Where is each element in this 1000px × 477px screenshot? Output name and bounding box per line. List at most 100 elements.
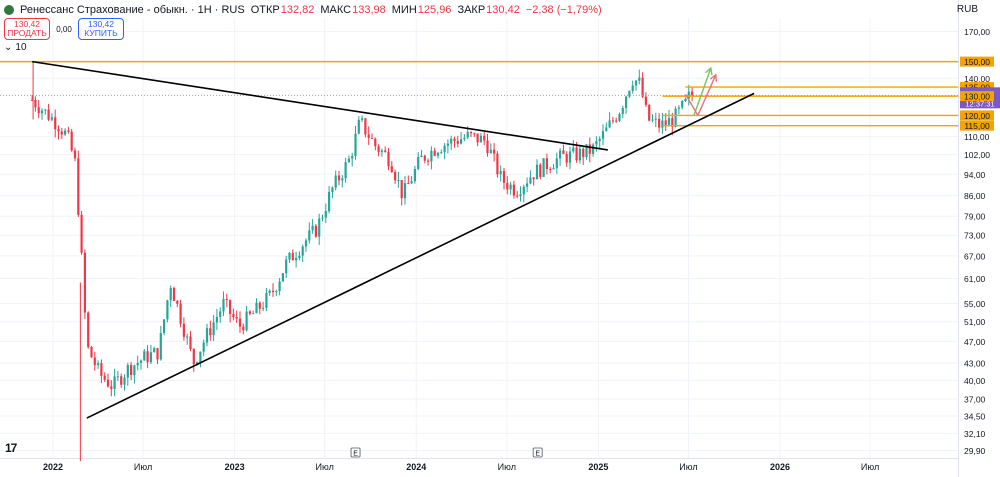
candle-body (351, 155, 354, 159)
candle-body (460, 139, 463, 144)
candle-body (420, 155, 423, 158)
candle-body (615, 120, 618, 122)
candle-body (621, 107, 624, 114)
candle-body (318, 218, 321, 237)
buy-label: КУПИТЬ (84, 28, 118, 38)
event-marker-label: E (535, 451, 540, 458)
candle-body (456, 141, 459, 144)
candle-body (209, 328, 212, 336)
candle-body (654, 118, 657, 120)
indicator-toggle[interactable]: ⌄ 10 (4, 42, 27, 53)
event-marker (532, 447, 543, 458)
candle-body (611, 120, 615, 122)
candle-body (281, 273, 285, 282)
candle-body (486, 140, 489, 154)
open-label: ОТКР (250, 4, 280, 16)
candle-body (440, 152, 443, 154)
candle-body (64, 130, 67, 135)
y-tick-label: 102,00 (964, 150, 990, 160)
candle-body (648, 104, 651, 121)
symbol-title[interactable]: Ренессанс Страхование - обыкн. · 1H · RU… (20, 4, 245, 16)
candle-body (674, 108, 677, 127)
candle-body (83, 252, 87, 313)
candle-body (532, 177, 535, 180)
candle-body (496, 153, 499, 175)
y-tick-label: 47,00 (964, 337, 986, 347)
candle-body (44, 109, 47, 111)
candle-body (407, 183, 410, 185)
candle-body (512, 184, 516, 196)
candle-body (334, 175, 337, 188)
candle-body (172, 288, 176, 301)
candle-body (50, 117, 54, 120)
candle-body (559, 150, 562, 159)
candle-body (308, 230, 311, 241)
level-badge (960, 91, 994, 102)
candle-body (186, 336, 189, 338)
candle-body (466, 131, 469, 138)
tradingview-logo-icon: 17 (5, 441, 17, 455)
candle-body (443, 145, 446, 153)
candle-body (588, 144, 591, 154)
candle-body (324, 211, 327, 218)
candle-body (397, 179, 400, 181)
candle-body (225, 299, 228, 301)
candle-body (149, 352, 153, 363)
candle-body (295, 257, 298, 261)
y-tick-label: 61,00 (964, 274, 986, 284)
y-tick-label: 86,00 (964, 191, 986, 201)
candle-body (545, 158, 549, 170)
sell-button[interactable]: 130,42 ПРОДАТЬ (4, 18, 50, 40)
candle-body (90, 346, 93, 358)
x-tick-label: 2023 (225, 462, 245, 472)
candle-body (153, 348, 156, 353)
forecast-arrow (684, 93, 699, 116)
candle-body (106, 379, 110, 387)
candle-body (595, 140, 598, 145)
buy-button[interactable]: 130,42 КУПИТЬ (78, 18, 124, 40)
candle-body (552, 168, 555, 170)
candle-body (509, 184, 512, 190)
candle-body (347, 158, 351, 163)
indicator-value: 10 (15, 42, 27, 53)
candle-body (31, 99, 34, 101)
candle-body (235, 317, 238, 319)
candle-body (618, 113, 621, 121)
candle-body (489, 149, 492, 154)
candle-body (529, 177, 532, 184)
candle-body (136, 362, 139, 366)
y-tick-label: 110,00 (964, 132, 990, 142)
candle-body (73, 150, 77, 159)
candle-body (684, 98, 687, 101)
candle-body (499, 171, 502, 175)
candle-body (77, 158, 80, 215)
candle-body (123, 377, 126, 385)
candle-body (130, 364, 133, 376)
candle-body (628, 90, 631, 97)
candle-body (80, 214, 83, 253)
candle-body (384, 150, 387, 152)
candle-body (585, 144, 588, 158)
candle-body (598, 138, 601, 141)
currency-label[interactable]: RUB (956, 4, 978, 15)
candle-body (417, 157, 420, 170)
candle-body (661, 120, 664, 128)
candle-body (671, 118, 674, 127)
candle-body (691, 91, 694, 96)
candle-body (542, 158, 545, 177)
candle-body (519, 194, 522, 197)
x-tick-label: Июл (316, 462, 334, 472)
candle-body (476, 133, 479, 143)
candle-body (578, 148, 582, 161)
candle-body (252, 313, 255, 315)
candle-body (304, 240, 308, 247)
candle-body (97, 363, 100, 366)
x-tick-label: 2025 (588, 462, 608, 472)
candle-body (192, 348, 195, 365)
candle-body (568, 151, 572, 163)
candle-body (605, 127, 608, 132)
candle-body (248, 311, 252, 314)
arrow-head (705, 66, 713, 76)
candle-body (341, 178, 344, 181)
